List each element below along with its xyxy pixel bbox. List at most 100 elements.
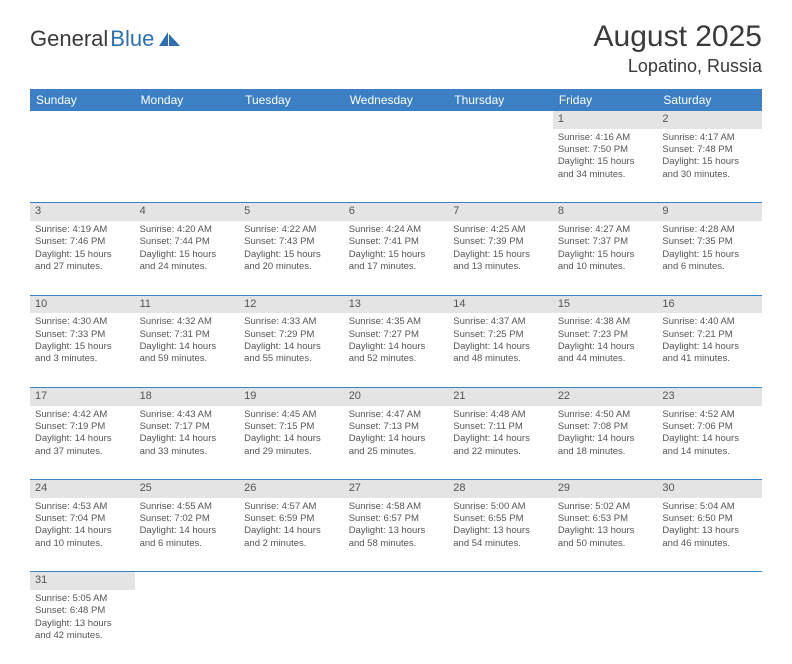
day-number-cell: 4 xyxy=(135,203,240,221)
daylight-text: Daylight: 15 hours and 34 minutes. xyxy=(558,156,653,181)
sunrise-text: Sunrise: 5:00 AM xyxy=(453,501,548,513)
daylight-text: Daylight: 15 hours and 30 minutes. xyxy=(662,156,757,181)
day-number-cell: 22 xyxy=(553,387,658,405)
sunset-text: Sunset: 7:39 PM xyxy=(453,236,548,248)
day-number-cell xyxy=(448,111,553,129)
day-number-cell: 6 xyxy=(344,203,449,221)
daylight-text: Daylight: 15 hours and 13 minutes. xyxy=(453,249,548,274)
sunrise-text: Sunrise: 4:37 AM xyxy=(453,316,548,328)
day-number-cell: 19 xyxy=(239,387,344,405)
details-row: Sunrise: 4:53 AMSunset: 7:04 PMDaylight:… xyxy=(30,498,762,572)
details-row: Sunrise: 4:30 AMSunset: 7:33 PMDaylight:… xyxy=(30,313,762,387)
sunset-text: Sunset: 7:23 PM xyxy=(558,329,653,341)
day-details-cell: Sunrise: 4:43 AMSunset: 7:17 PMDaylight:… xyxy=(135,406,240,480)
daylight-text: Daylight: 15 hours and 6 minutes. xyxy=(662,249,757,274)
daylight-text: Daylight: 14 hours and 22 minutes. xyxy=(453,433,548,458)
day-number-cell xyxy=(239,572,344,590)
sunset-text: Sunset: 7:17 PM xyxy=(140,421,235,433)
daynum-row: 3456789 xyxy=(30,203,762,221)
daylight-text: Daylight: 14 hours and 59 minutes. xyxy=(140,341,235,366)
sunrise-text: Sunrise: 4:17 AM xyxy=(662,132,757,144)
day-number-cell xyxy=(135,572,240,590)
day-number-cell: 31 xyxy=(30,572,135,590)
calendar-body: 12Sunrise: 4:16 AMSunset: 7:50 PMDayligh… xyxy=(30,111,762,664)
sunrise-text: Sunrise: 4:30 AM xyxy=(35,316,130,328)
sunrise-text: Sunrise: 4:43 AM xyxy=(140,409,235,421)
day-number-cell: 7 xyxy=(448,203,553,221)
sunset-text: Sunset: 6:53 PM xyxy=(558,513,653,525)
daylight-text: Daylight: 14 hours and 55 minutes. xyxy=(244,341,339,366)
sunset-text: Sunset: 6:59 PM xyxy=(244,513,339,525)
calendar-page: General Blue August 2025 Lopatino, Russi… xyxy=(0,0,792,612)
title-block: August 2025 Lopatino, Russia xyxy=(594,20,762,77)
sunset-text: Sunset: 7:41 PM xyxy=(349,236,444,248)
sunset-text: Sunset: 7:35 PM xyxy=(662,236,757,248)
sunrise-text: Sunrise: 4:28 AM xyxy=(662,224,757,236)
sunrise-text: Sunrise: 4:47 AM xyxy=(349,409,444,421)
daynum-row: 10111213141516 xyxy=(30,295,762,313)
sunrise-text: Sunrise: 4:57 AM xyxy=(244,501,339,513)
day-number-cell: 10 xyxy=(30,295,135,313)
day-details-cell xyxy=(657,590,762,664)
daylight-text: Daylight: 14 hours and 33 minutes. xyxy=(140,433,235,458)
day-number-cell: 29 xyxy=(553,480,658,498)
day-details-cell xyxy=(448,129,553,203)
sunrise-text: Sunrise: 4:50 AM xyxy=(558,409,653,421)
day-details-cell: Sunrise: 4:27 AMSunset: 7:37 PMDaylight:… xyxy=(553,221,658,295)
calendar-head: SundayMondayTuesdayWednesdayThursdayFrid… xyxy=(30,89,762,111)
day-details-cell: Sunrise: 5:04 AMSunset: 6:50 PMDaylight:… xyxy=(657,498,762,572)
day-number-cell: 20 xyxy=(344,387,449,405)
day-number-cell: 23 xyxy=(657,387,762,405)
day-details-cell xyxy=(344,590,449,664)
sunrise-text: Sunrise: 4:58 AM xyxy=(349,501,444,513)
day-details-cell xyxy=(239,129,344,203)
sunrise-text: Sunrise: 4:38 AM xyxy=(558,316,653,328)
day-number-cell: 30 xyxy=(657,480,762,498)
day-number-cell xyxy=(657,572,762,590)
day-number-cell: 9 xyxy=(657,203,762,221)
day-details-cell: Sunrise: 4:53 AMSunset: 7:04 PMDaylight:… xyxy=(30,498,135,572)
sunset-text: Sunset: 7:02 PM xyxy=(140,513,235,525)
day-details-cell: Sunrise: 5:05 AMSunset: 6:48 PMDaylight:… xyxy=(30,590,135,664)
daylight-text: Daylight: 15 hours and 27 minutes. xyxy=(35,249,130,274)
sunrise-text: Sunrise: 4:24 AM xyxy=(349,224,444,236)
sunrise-text: Sunrise: 4:48 AM xyxy=(453,409,548,421)
sunrise-text: Sunrise: 4:45 AM xyxy=(244,409,339,421)
daylight-text: Daylight: 15 hours and 24 minutes. xyxy=(140,249,235,274)
sunset-text: Sunset: 7:25 PM xyxy=(453,329,548,341)
day-details-cell: Sunrise: 5:00 AMSunset: 6:55 PMDaylight:… xyxy=(448,498,553,572)
day-number-cell: 13 xyxy=(344,295,449,313)
day-details-cell: Sunrise: 4:58 AMSunset: 6:57 PMDaylight:… xyxy=(344,498,449,572)
weekday-header: Wednesday xyxy=(344,89,449,111)
daylight-text: Daylight: 13 hours and 50 minutes. xyxy=(558,525,653,550)
day-details-cell: Sunrise: 4:28 AMSunset: 7:35 PMDaylight:… xyxy=(657,221,762,295)
day-number-cell: 26 xyxy=(239,480,344,498)
sunrise-text: Sunrise: 4:27 AM xyxy=(558,224,653,236)
daylight-text: Daylight: 14 hours and 48 minutes. xyxy=(453,341,548,366)
sunrise-text: Sunrise: 5:05 AM xyxy=(35,593,130,605)
details-row: Sunrise: 4:16 AMSunset: 7:50 PMDaylight:… xyxy=(30,129,762,203)
daylight-text: Daylight: 14 hours and 18 minutes. xyxy=(558,433,653,458)
daylight-text: Daylight: 13 hours and 54 minutes. xyxy=(453,525,548,550)
location-label: Lopatino, Russia xyxy=(594,56,762,77)
weekday-row: SundayMondayTuesdayWednesdayThursdayFrid… xyxy=(30,89,762,111)
sunset-text: Sunset: 7:06 PM xyxy=(662,421,757,433)
daylight-text: Daylight: 15 hours and 20 minutes. xyxy=(244,249,339,274)
sunset-text: Sunset: 6:57 PM xyxy=(349,513,444,525)
logo-sail-icon xyxy=(158,31,182,47)
day-number-cell: 24 xyxy=(30,480,135,498)
daynum-row: 17181920212223 xyxy=(30,387,762,405)
sunrise-text: Sunrise: 4:40 AM xyxy=(662,316,757,328)
day-number-cell: 15 xyxy=(553,295,658,313)
day-number-cell: 17 xyxy=(30,387,135,405)
daylight-text: Daylight: 13 hours and 58 minutes. xyxy=(349,525,444,550)
sunset-text: Sunset: 7:19 PM xyxy=(35,421,130,433)
day-details-cell xyxy=(135,129,240,203)
sunset-text: Sunset: 7:50 PM xyxy=(558,144,653,156)
sunrise-text: Sunrise: 4:22 AM xyxy=(244,224,339,236)
daylight-text: Daylight: 14 hours and 10 minutes. xyxy=(35,525,130,550)
day-details-cell: Sunrise: 4:25 AMSunset: 7:39 PMDaylight:… xyxy=(448,221,553,295)
weekday-header: Sunday xyxy=(30,89,135,111)
details-row: Sunrise: 4:19 AMSunset: 7:46 PMDaylight:… xyxy=(30,221,762,295)
day-details-cell xyxy=(239,590,344,664)
